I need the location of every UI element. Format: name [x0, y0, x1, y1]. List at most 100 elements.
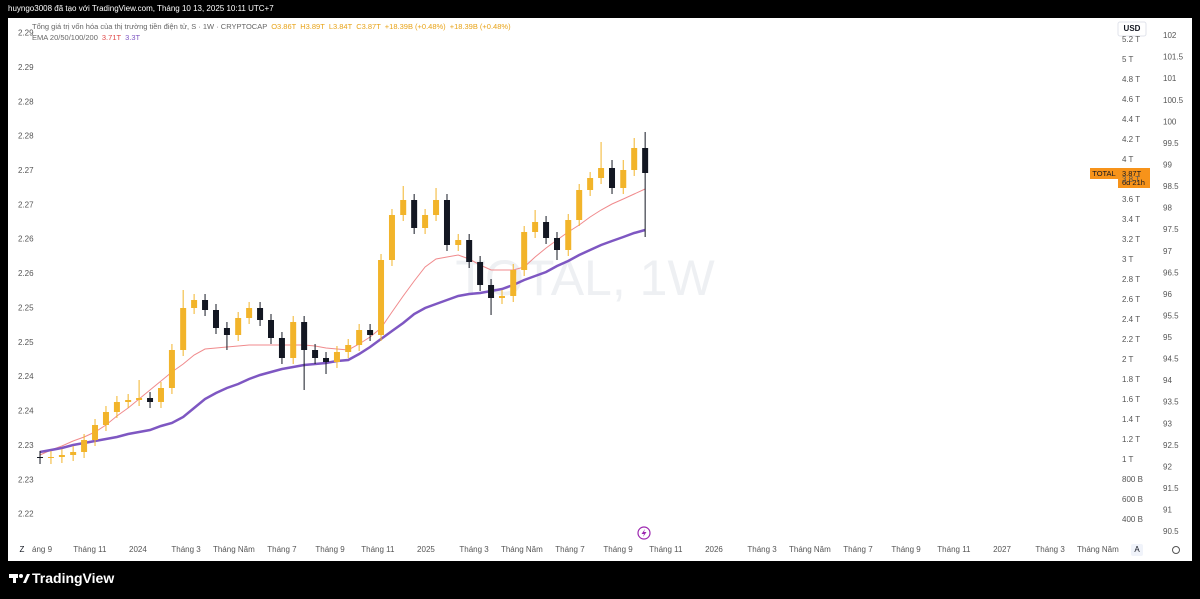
y-tick-label: 2.28	[18, 132, 34, 141]
candle-body	[212, 310, 219, 328]
x-tick-label: Tháng 7	[843, 545, 873, 554]
event-icon-bolt	[641, 529, 647, 537]
candle-body	[168, 350, 175, 388]
candle-body	[37, 457, 44, 458]
candle-body	[113, 402, 120, 412]
x-tick-label: Tháng 11	[73, 545, 107, 554]
currency-button[interactable]	[1117, 21, 1147, 37]
settings-icon[interactable]	[1172, 546, 1180, 554]
y-tick-label: 94.5	[1163, 355, 1179, 364]
candle-body	[488, 285, 495, 298]
candle-body	[235, 318, 242, 335]
x-tick-label: Tháng 7	[555, 545, 585, 554]
y-tick-label: 94	[1163, 376, 1172, 385]
ohlc-value: +18.39B (+0.48%)	[449, 22, 511, 31]
candle-body	[333, 352, 340, 362]
y-tick-label: 1 T	[1122, 455, 1134, 464]
candle-body	[58, 455, 65, 457]
y-tick-label: 2.23	[18, 441, 34, 450]
y-tick-label: 2.4 T	[1122, 315, 1140, 324]
y-tick-label: 98.5	[1163, 182, 1179, 191]
y-tick-label: 2.29	[18, 63, 34, 72]
y-tick-label: 97.5	[1163, 225, 1179, 234]
y-tick-label: 1.6 T	[1122, 395, 1140, 404]
event-icon[interactable]	[637, 526, 651, 540]
candle-body	[510, 270, 517, 296]
y-tick-label: 2.29	[18, 29, 34, 38]
candle-body	[598, 168, 605, 178]
candle-body	[268, 320, 275, 338]
y-tick-label: 400 B	[1122, 515, 1143, 524]
logo-part	[23, 574, 30, 583]
candle-body	[433, 200, 440, 215]
candle-body	[157, 388, 164, 402]
candle-body	[147, 398, 154, 402]
auto-button[interactable]: A	[1134, 545, 1140, 554]
candle-body	[102, 412, 109, 425]
x-tick-label: Tháng 9	[891, 545, 921, 554]
candle-body	[576, 190, 583, 220]
currency[interactable]: USD	[1124, 24, 1141, 33]
y-tick-label: 97	[1163, 247, 1172, 256]
price-tag	[1118, 168, 1150, 188]
candle-body	[521, 232, 528, 270]
y-tick-label: 101	[1163, 74, 1177, 83]
candle-body	[388, 215, 395, 260]
candle-body	[411, 200, 418, 228]
y-tick-label: 2.8 T	[1122, 275, 1140, 284]
ohlc-value: C3.87T	[356, 22, 381, 31]
y-tick-label: 100	[1163, 117, 1177, 126]
y-tick-label: 99	[1163, 161, 1172, 170]
price-tag-price: 3.87T	[1122, 169, 1142, 178]
y-tick-label: 101.5	[1163, 53, 1184, 62]
y-tick-label: 91	[1163, 506, 1172, 515]
y-tick-label: 2.25	[18, 338, 34, 347]
y-tick-label: 2.28	[18, 97, 34, 106]
y-tick-label: 96	[1163, 290, 1172, 299]
y-tick-label: 3.4 T	[1122, 215, 1140, 224]
ohlc-value: +18.39B (+0.48%)	[384, 22, 446, 31]
y-tick-label: 99.5	[1163, 139, 1179, 148]
price-tag-countdown: 6d 21h	[1122, 178, 1145, 187]
x-tick-label: Tháng 11	[649, 545, 683, 554]
y-tick-label: 3.6 T	[1122, 195, 1140, 204]
y-tick-label: 95.5	[1163, 311, 1179, 320]
zoom-button[interactable]: Z	[20, 545, 25, 554]
candle-body	[455, 240, 462, 245]
x-tick-label: Tháng 11	[937, 545, 971, 554]
y-tick-label: 92	[1163, 462, 1172, 471]
x-tick-label: Tháng Năm	[501, 545, 543, 554]
x-tick-label: Tháng 3	[171, 545, 201, 554]
y-tick-label: 4 T	[1122, 155, 1134, 164]
y-tick-label: 800 B	[1122, 475, 1143, 484]
y-tick-label: 3.8 T	[1122, 175, 1140, 184]
y-tick-label: 90.5	[1163, 527, 1179, 536]
x-tick-label: Tháng 9	[603, 545, 633, 554]
symbol-tag	[1090, 168, 1118, 179]
candle-body	[587, 178, 594, 190]
candle-body	[125, 400, 132, 402]
legend-row: Tổng giá trị vốn hóa của thị trường tiền…	[32, 22, 511, 31]
y-tick-label: 1.2 T	[1122, 435, 1140, 444]
y-tick-label: 4.4 T	[1122, 115, 1140, 124]
ohlc-value: H3.89T	[300, 22, 325, 31]
candle-body	[400, 200, 407, 215]
candle-body	[356, 330, 363, 345]
candle-body	[378, 260, 385, 335]
logo-part	[13, 574, 16, 583]
candle-body	[532, 222, 539, 232]
x-tick-label: Tháng 9	[315, 545, 345, 554]
y-tick-label: 100.5	[1163, 96, 1184, 105]
x-tick-label: 2024	[129, 545, 147, 554]
x-tick-label: áng 9	[32, 545, 53, 554]
chart-background	[8, 18, 1192, 561]
y-tick-label: 3 T	[1122, 255, 1134, 264]
candle-body	[47, 457, 54, 458]
y-tick-label: 102	[1163, 31, 1177, 40]
candle-body	[257, 308, 264, 320]
ohlc-value: L3.84T	[328, 22, 353, 31]
brand: TradingView	[32, 570, 115, 586]
symbol-tag-label: TOTAL	[1092, 169, 1115, 178]
candle-body	[422, 215, 429, 228]
